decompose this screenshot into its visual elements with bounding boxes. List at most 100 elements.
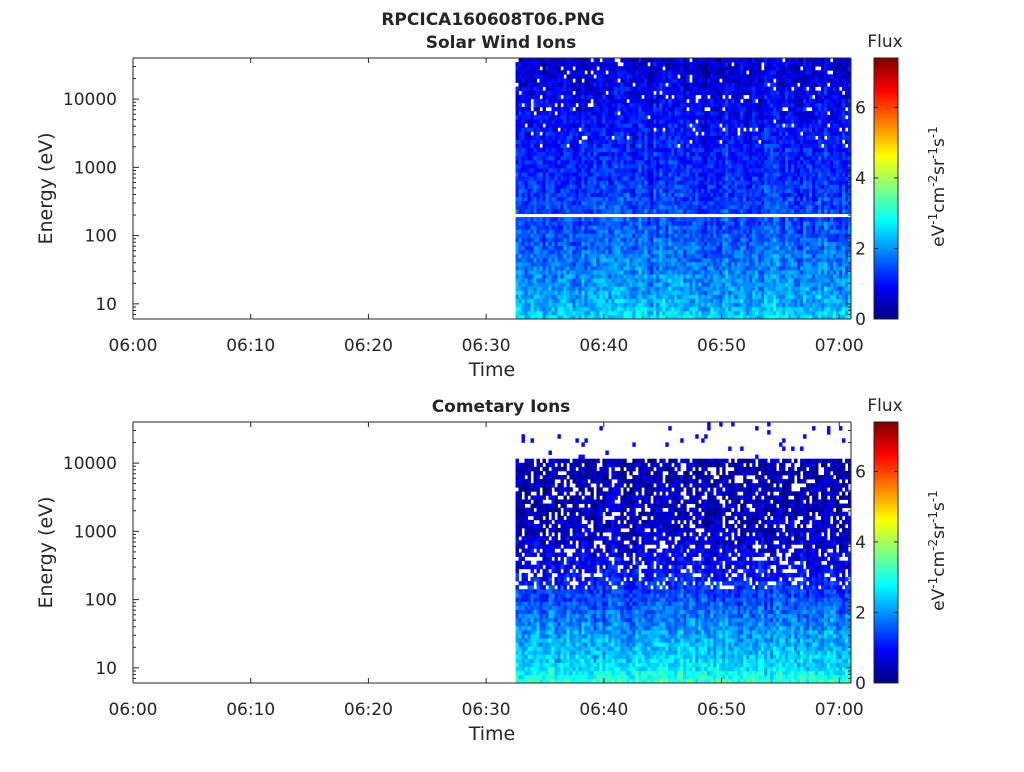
heatmap-cell [542, 233, 546, 238]
heatmap-cell [722, 98, 726, 104]
heatmap-cell [569, 180, 573, 185]
heatmap-cell [524, 78, 528, 83]
heatmap-cell [542, 70, 546, 75]
heatmap-cell [692, 265, 696, 271]
heatmap-cell [677, 58, 681, 63]
heatmap-cell [620, 294, 624, 300]
heatmap-cell [710, 94, 714, 100]
heatmap-cell [689, 257, 693, 263]
heatmap-cell [677, 90, 681, 96]
heatmap-cell [716, 62, 720, 67]
heatmap-cell [743, 131, 747, 136]
heatmap-cell [662, 139, 666, 145]
heatmap-cell [551, 143, 555, 149]
heatmap-cell [626, 62, 630, 67]
heatmap-cell [665, 286, 669, 291]
heatmap-cell [725, 86, 729, 92]
heatmap-cell [656, 310, 660, 316]
heatmap-cell [563, 253, 567, 259]
heatmap-cell [692, 86, 696, 92]
heatmap-cell [731, 98, 735, 104]
heatmap-cell [563, 290, 567, 295]
heatmap-cell [527, 249, 531, 255]
heatmap-cell [698, 208, 702, 214]
heatmap-cell [746, 298, 750, 304]
heatmap-cell [668, 278, 672, 283]
heatmap-cell [530, 237, 534, 242]
heatmap-cell [620, 139, 624, 145]
heatmap-cell [578, 115, 582, 120]
heatmap-cell [719, 310, 723, 316]
heatmap-cell [746, 229, 750, 234]
heatmap-cell [653, 225, 657, 230]
heatmap-cell [716, 180, 720, 185]
heatmap-cell [563, 208, 567, 214]
heatmap-cell [593, 86, 597, 92]
heatmap-cell [596, 111, 600, 116]
heatmap-cell [515, 127, 519, 132]
heatmap-cell [599, 196, 603, 202]
heatmap-cell [749, 159, 753, 165]
heatmap-cell [623, 200, 627, 206]
heatmap-cell [548, 245, 552, 251]
heatmap-cell [653, 237, 657, 242]
heatmap-cell [515, 184, 519, 189]
heatmap-cell [626, 164, 630, 169]
heatmap-cell [563, 237, 567, 242]
heatmap-cell [620, 265, 624, 271]
heatmap-cell [665, 66, 669, 71]
heatmap-cell [737, 78, 741, 83]
heatmap-cell [716, 229, 720, 234]
heatmap-cell [674, 290, 678, 295]
heatmap-cell [722, 172, 726, 177]
heatmap-cell [689, 66, 693, 71]
heatmap-cell [728, 221, 732, 226]
heatmap-cell [689, 278, 693, 283]
heatmap-cell [584, 302, 588, 308]
heatmap-cell [563, 265, 567, 271]
heatmap-cell [683, 70, 687, 75]
heatmap-cell [626, 159, 630, 165]
heatmap-cell [749, 164, 753, 169]
heatmap-cell [716, 221, 720, 226]
heatmap-cell [620, 237, 624, 242]
heatmap-cell [602, 119, 606, 124]
heatmap-cell [644, 94, 648, 100]
heatmap-cell [662, 274, 666, 279]
heatmap-cell [620, 306, 624, 312]
heatmap-cell [689, 164, 693, 169]
heatmap-cell [521, 294, 525, 300]
heatmap-cell [659, 249, 663, 255]
heatmap-cell [692, 286, 696, 291]
heatmap-cell [581, 245, 585, 251]
heatmap-cell [665, 184, 669, 189]
heatmap-cell [515, 66, 519, 71]
heatmap-cell [725, 70, 729, 75]
heatmap-cell [647, 159, 651, 165]
heatmap-cell [617, 159, 621, 165]
heatmap-cell [698, 184, 702, 189]
heatmap-cell [608, 102, 612, 108]
heatmap-cell [542, 306, 546, 312]
heatmap-cell [515, 286, 519, 291]
heatmap-cell [581, 282, 585, 287]
heatmap-cell [677, 225, 681, 230]
heatmap-cell [707, 249, 711, 255]
heatmap-cell [593, 62, 597, 67]
heatmap-cell [602, 159, 606, 165]
heatmap-cell [656, 245, 660, 251]
heatmap-cell [638, 119, 642, 124]
heatmap-cell [569, 245, 573, 251]
heatmap-cell [695, 102, 699, 108]
heatmap-cell [662, 245, 666, 251]
heatmap-cell [737, 282, 741, 287]
heatmap-cell [626, 294, 630, 300]
heatmap-cell [740, 204, 744, 210]
heatmap-cell [515, 192, 519, 198]
heatmap-cell [599, 143, 603, 149]
heatmap-cell [656, 249, 660, 255]
heatmap-cell [578, 270, 582, 275]
heatmap-cell [638, 135, 642, 140]
heatmap-cell [728, 257, 732, 263]
heatmap-cell [566, 286, 570, 291]
